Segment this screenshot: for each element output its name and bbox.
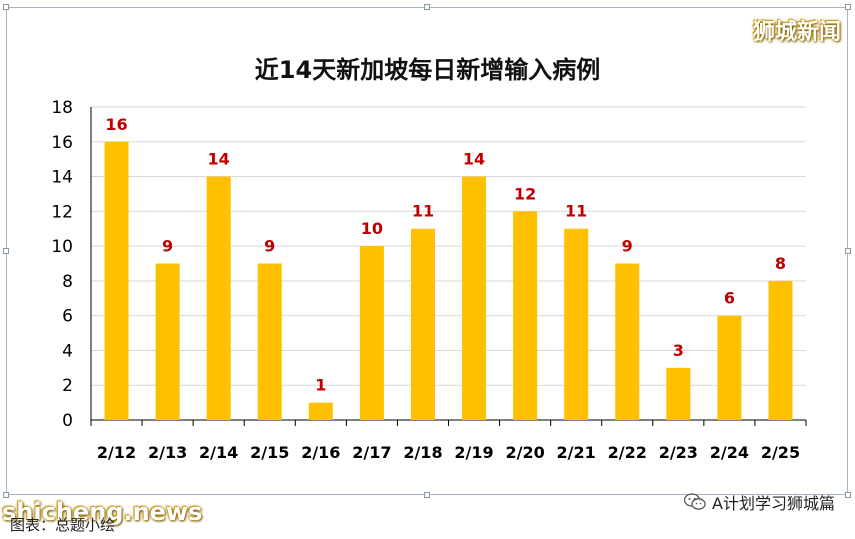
x-tick-label: 2/14 — [199, 443, 238, 462]
resize-handle-middle-right[interactable] — [845, 248, 851, 254]
y-tick-label: 16 — [51, 133, 73, 153]
y-tick-label: 10 — [51, 237, 73, 257]
data-label: 6 — [724, 289, 735, 308]
x-tick-label: 2/17 — [352, 443, 391, 462]
bar — [308, 402, 333, 420]
data-label: 10 — [361, 219, 383, 238]
y-tick-label: 18 — [51, 98, 73, 118]
resize-handle-bottom-right[interactable] — [845, 492, 851, 498]
resize-handle-top-left[interactable] — [3, 4, 9, 10]
x-tick-label: 2/25 — [761, 443, 800, 462]
bar — [768, 280, 793, 420]
y-tick-label: 0 — [62, 411, 73, 431]
data-label: 8 — [775, 254, 786, 273]
bar — [666, 367, 691, 420]
bar — [462, 176, 487, 420]
data-label: 12 — [514, 184, 536, 203]
x-tick-label: 2/22 — [608, 443, 647, 462]
x-tick-label: 2/24 — [710, 443, 749, 462]
data-label: 9 — [622, 237, 633, 256]
chart-caption: 图表：总题小绘 — [10, 516, 116, 534]
data-label: 14 — [463, 150, 485, 169]
data-label: 16 — [105, 115, 127, 134]
x-tick-label: 2/13 — [148, 443, 187, 462]
x-tick-label: 2/19 — [454, 443, 493, 462]
site-watermark: shicheng.news — [2, 498, 203, 526]
chart-title: 近14天新加坡每日新增输入病例 — [254, 56, 601, 84]
y-tick-label: 2 — [62, 376, 73, 396]
data-label: 9 — [162, 237, 173, 256]
data-label: 11 — [412, 202, 434, 221]
bar — [206, 176, 231, 420]
brand-watermark: 狮城新闻 — [752, 20, 841, 45]
data-label: 1 — [315, 376, 326, 395]
y-tick-label: 4 — [62, 341, 73, 361]
bar — [359, 246, 384, 420]
x-tick-label: 2/21 — [557, 443, 596, 462]
bar — [564, 228, 589, 420]
data-label: 3 — [673, 341, 684, 360]
y-tick-label: 8 — [62, 272, 73, 292]
y-tick-label: 6 — [62, 307, 73, 327]
x-tick-label: 2/20 — [505, 443, 544, 462]
x-tick-label: 2/15 — [250, 443, 289, 462]
wechat-icon — [683, 493, 706, 511]
y-tick-label: 12 — [51, 202, 73, 222]
x-tick-label: 2/16 — [301, 443, 340, 462]
y-tick-label: 14 — [51, 168, 73, 188]
resize-handle-bottom-left[interactable] — [3, 492, 9, 498]
wechat-account-name: A计划学习狮城篇 — [712, 494, 835, 513]
x-tick-label: 2/23 — [659, 443, 698, 462]
bar — [615, 263, 640, 420]
x-tick-label: 2/18 — [403, 443, 442, 462]
bar — [155, 263, 180, 420]
bar — [257, 263, 282, 420]
wechat-account: A计划学习狮城篇 — [683, 490, 835, 514]
bar — [717, 315, 742, 420]
resize-handle-top-right[interactable] — [845, 4, 851, 10]
data-label: 11 — [565, 202, 587, 221]
data-label: 14 — [208, 150, 230, 169]
x-tick-label: 2/12 — [97, 443, 136, 462]
resize-handle-top-middle[interactable] — [424, 4, 430, 10]
resize-handle-bottom-middle[interactable] — [424, 492, 430, 498]
bar — [410, 228, 435, 420]
bar — [513, 211, 538, 420]
data-label: 9 — [264, 237, 275, 256]
bar — [104, 141, 129, 420]
resize-handle-middle-left[interactable] — [3, 248, 9, 254]
